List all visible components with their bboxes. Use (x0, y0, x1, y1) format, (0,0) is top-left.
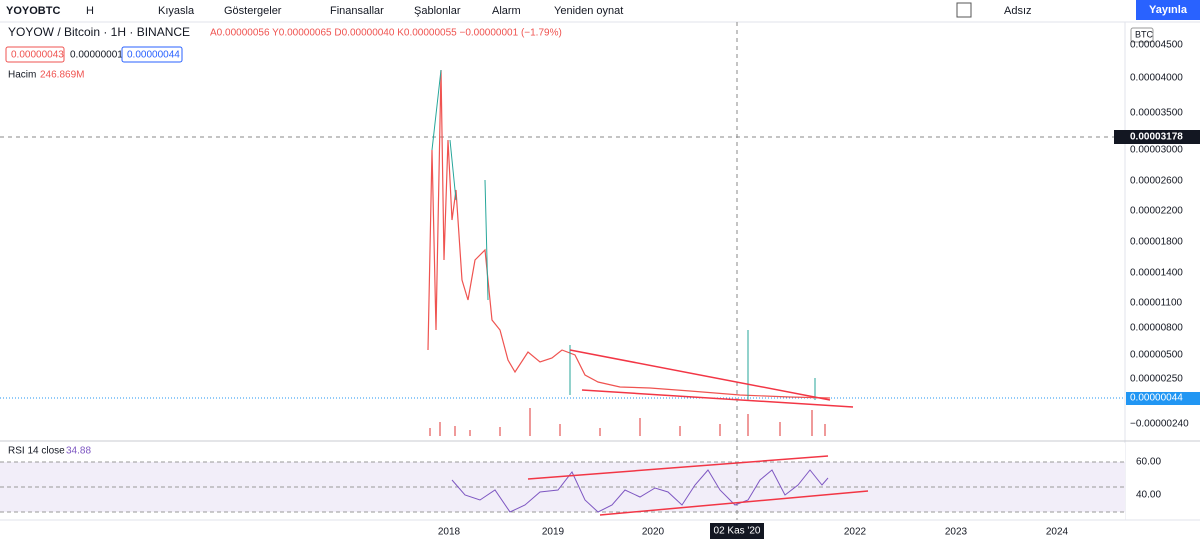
price-label: 0.00004000 (1130, 73, 1183, 84)
ask[interactable]: 0.00000044 (127, 50, 180, 61)
rsi-trend-upper (527, 455, 829, 480)
rsi-value: 34.88 (66, 446, 91, 457)
crosshair-date-tag (710, 523, 764, 539)
interval[interactable]: H (86, 5, 94, 17)
crosshair-price: 0.00003178 (1130, 132, 1183, 143)
toolbar-button[interactable]: Göstergeler (224, 5, 282, 17)
rsi-line (451, 469, 829, 513)
price-label: 0.00001100 (1130, 298, 1183, 309)
price-label: −0.00000240 (1130, 419, 1189, 430)
price-label: 0.00000800 (1130, 323, 1183, 334)
volume-label: Hacim (8, 70, 36, 81)
price-label: 0.00000250 (1130, 374, 1183, 385)
publish-label[interactable]: Yayınla (1149, 4, 1188, 16)
currency[interactable]: BTC (1135, 29, 1154, 39)
price-label: 0.00002600 (1130, 176, 1183, 187)
price-label: 0.00002200 (1130, 206, 1183, 217)
time-label: 2018 (438, 527, 461, 538)
volume-value: 246.869M (40, 70, 84, 81)
time-label: 2022 (844, 527, 867, 538)
layout-name[interactable]: Adsız (1004, 5, 1032, 17)
toolbar-items: Kıyasla Göstergeler Finansallar Şablonlar Al… (158, 5, 623, 17)
bid-box[interactable] (5, 46, 65, 63)
crosshair-date: 02 Kas '20 (714, 526, 761, 537)
price-label: 0.00004500 (1130, 40, 1183, 51)
price-label: 0.00001800 (1130, 237, 1183, 248)
volume-bars (429, 408, 826, 436)
trendline-upper (569, 349, 831, 401)
publish-button[interactable] (1136, 0, 1200, 20)
last-price: 0.00000044 (1130, 393, 1183, 404)
toolbar-button[interactable]: Alarm (492, 5, 521, 17)
time-label: 2024 (1046, 527, 1069, 538)
ask-box[interactable] (121, 46, 183, 63)
price-wicks (431, 69, 816, 400)
crosshair-price-tag (1114, 130, 1200, 144)
price-label: 0.00003500 (1130, 108, 1183, 119)
bid[interactable]: 0.00000043 (11, 50, 64, 61)
time-label: 2019 (542, 527, 565, 538)
legend-title: YOYOW / Bitcoin · 1H · BINANCE (8, 25, 190, 39)
rsi-axis-label: 60.00 (1136, 457, 1161, 468)
trendline-lower (581, 389, 854, 408)
legend-ohlc: A0.00000056 Y0.00000065 D0.00000040 K0.0… (210, 28, 562, 39)
price-label: 0.00000500 (1130, 350, 1183, 361)
toolbar-button[interactable]: Yeniden oynat (554, 5, 623, 17)
toolbar-button[interactable]: Şablonlar (414, 5, 461, 17)
rsi-trend-lower (599, 490, 869, 516)
price-label: 0.00003000 (1130, 145, 1183, 156)
price-label: 0.00001400 (1130, 268, 1183, 279)
fullscreen-icon[interactable] (956, 2, 972, 18)
axes: 0.00004500 0.00004000 0.00003500 0.00003000… (438, 40, 1189, 538)
toolbar (0, 0, 1200, 22)
time-label: 2020 (642, 527, 665, 538)
toolbar-button[interactable]: Finansallar (330, 5, 384, 17)
time-label: 2023 (945, 527, 968, 538)
currency-box[interactable] (1130, 27, 1154, 43)
last-price-tag (1126, 392, 1200, 405)
rsi-label: RSI 14 close (8, 446, 65, 457)
symbol[interactable]: YOYOBTC (6, 5, 60, 17)
toolbar-button[interactable]: Kıyasla (158, 5, 195, 17)
spread: 0.00000001 (70, 50, 123, 61)
rsi-axis-label: 40.00 (1136, 490, 1161, 501)
price-series (427, 69, 831, 399)
